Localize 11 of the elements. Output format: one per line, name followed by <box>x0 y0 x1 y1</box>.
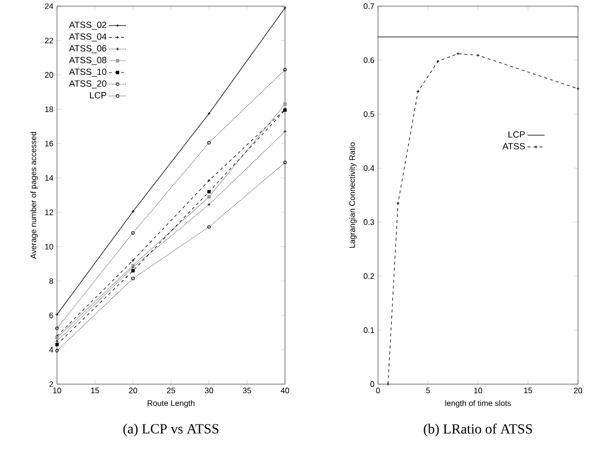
legend-label: ATSS_04 <box>69 33 106 42</box>
legend-label: ATSS_10 <box>69 68 106 77</box>
legend-label: ATSS_08 <box>69 56 106 65</box>
legend-label: LCP <box>508 131 525 138</box>
legend-label: ATSS <box>502 142 525 150</box>
text: (a) LCP vs ATSS <box>123 424 218 436</box>
legend-label: ATSS_02 <box>69 22 106 30</box>
legend-label: ATSS_06 <box>69 45 106 54</box>
legend-label: LCP <box>90 92 106 98</box>
text: (b) LRatio of ATSS <box>424 424 532 436</box>
legend-label: ATSS_20 <box>69 80 106 88</box>
